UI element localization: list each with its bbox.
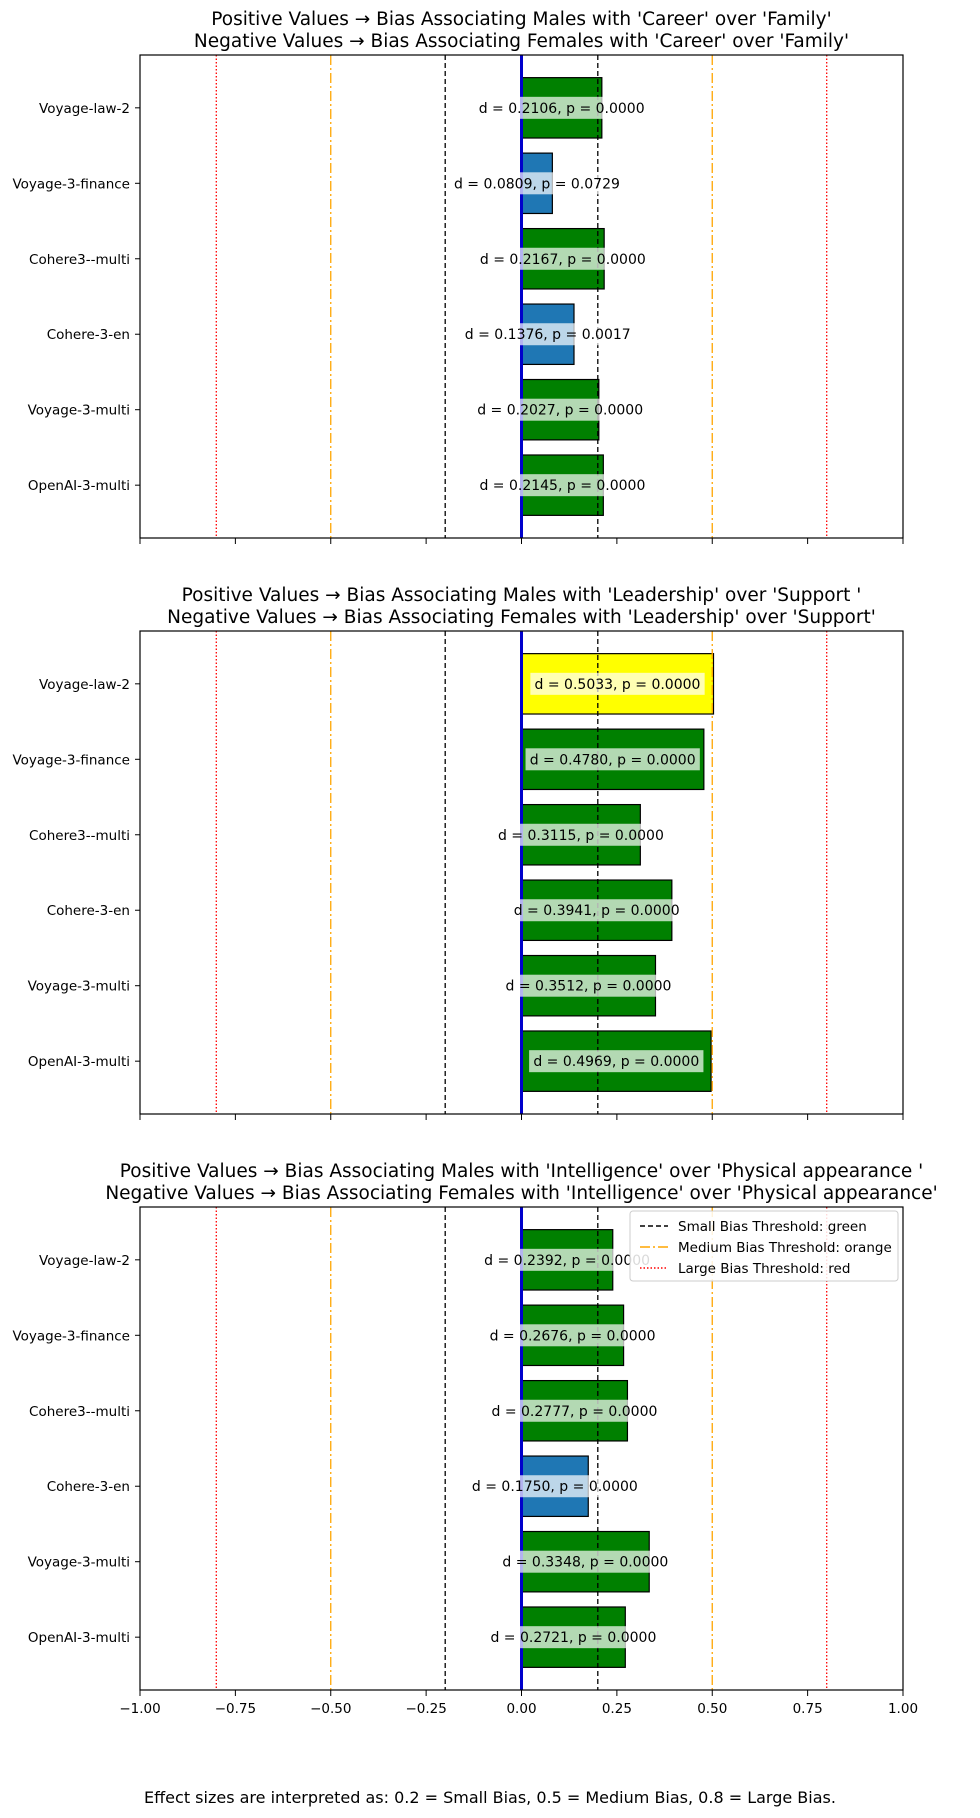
- data-label: d = 0.2392, p = 0.0000: [484, 1253, 650, 1269]
- data-label-bg: [487, 1399, 662, 1422]
- category-label: Cohere3--multi: [29, 1404, 130, 1420]
- legend-label-small: Small Bias Threshold: green: [678, 1219, 867, 1235]
- category-label: Voyage-3-multi: [28, 1555, 130, 1571]
- data-label: d = 0.2145, p = 0.0000: [479, 478, 645, 494]
- category-label: Voyage-3-finance: [12, 752, 130, 768]
- data-label-bg: [467, 1475, 643, 1498]
- category-label: Voyage-3-multi: [28, 403, 130, 419]
- x-tick-label: 0.25: [602, 1701, 632, 1717]
- category-label: Voyage-3-finance: [12, 1328, 130, 1344]
- x-tick-label: 0.00: [506, 1701, 536, 1717]
- chart-panel-3: Positive Values → Bias Associating Males…: [12, 1161, 937, 1717]
- data-label: d = 0.0809, p = 0.0729: [454, 176, 620, 192]
- x-tick-label: 0.75: [793, 1701, 823, 1717]
- category-label: Cohere3--multi: [29, 252, 130, 268]
- category-label: Voyage-law-2: [39, 677, 130, 693]
- chart-title-line2: Negative Values → Bias Associating Femal…: [105, 1183, 937, 1204]
- category-label: Voyage-3-finance: [12, 176, 130, 192]
- data-label: d = 0.2027, p = 0.0000: [477, 403, 643, 419]
- category-label: OpenAI-3-multi: [28, 1630, 130, 1646]
- category-label: Voyage-law-2: [39, 1253, 130, 1269]
- legend-box: [629, 1210, 899, 1282]
- data-label: d = 0.4969, p = 0.0000: [533, 1054, 699, 1070]
- data-label-bg: [501, 974, 676, 997]
- data-label-bg: [475, 474, 650, 497]
- category-label: OpenAI-3-multi: [28, 478, 130, 494]
- data-label: d = 0.2721, p = 0.0000: [490, 1630, 656, 1646]
- data-label-bg: [509, 899, 684, 922]
- data-label: d = 0.3941, p = 0.0000: [514, 903, 680, 919]
- chart-title-line2: Negative Values → Bias Associating Femal…: [167, 607, 876, 628]
- data-label: d = 0.2676, p = 0.0000: [490, 1328, 656, 1344]
- data-label-bg: [475, 247, 650, 270]
- chart-title-line1: Positive Values → Bias Associating Males…: [182, 585, 862, 606]
- data-label-bg: [473, 398, 648, 421]
- data-label: d = 0.1750, p = 0.0000: [472, 1479, 638, 1495]
- x-tick-label: −0.25: [405, 1701, 446, 1717]
- chart-panel-1: Positive Values → Bias Associating Males…: [12, 9, 904, 544]
- data-label: d = 0.2777, p = 0.0000: [492, 1404, 658, 1420]
- chart-panel-2: Positive Values → Bias Associating Males…: [12, 585, 904, 1120]
- x-tick-label: −0.75: [215, 1701, 256, 1717]
- data-label-bg: [530, 672, 705, 695]
- category-label: OpenAI-3-multi: [28, 1054, 130, 1070]
- data-label-bg: [460, 323, 635, 346]
- x-tick-label: 0.50: [697, 1701, 727, 1717]
- data-label-bg: [525, 748, 700, 771]
- data-label-bg: [498, 1550, 673, 1573]
- data-label-bg: [479, 1248, 655, 1271]
- data-label-bg: [486, 1626, 661, 1649]
- chart-title-line1: Positive Values → Bias Associating Males…: [211, 9, 831, 30]
- data-label: d = 0.4780, p = 0.0000: [530, 752, 696, 768]
- category-label: Cohere-3-en: [47, 327, 130, 343]
- x-tick-label: −1.00: [119, 1701, 160, 1717]
- chart-title-line2: Negative Values → Bias Associating Femal…: [194, 31, 849, 52]
- data-label: d = 0.1376, p = 0.0017: [465, 327, 631, 343]
- chart-title-line1: Positive Values → Bias Associating Males…: [120, 1161, 923, 1182]
- data-label: d = 0.3512, p = 0.0000: [506, 979, 672, 995]
- data-label: d = 0.5033, p = 0.0000: [535, 677, 701, 693]
- charts-svg: Positive Values → Bias Associating Males…: [12, 9, 937, 1717]
- data-label: d = 0.2106, p = 0.0000: [479, 101, 645, 117]
- category-label: Cohere-3-en: [47, 903, 130, 919]
- data-label: d = 0.3348, p = 0.0000: [502, 1555, 668, 1571]
- category-label: Voyage-law-2: [39, 101, 130, 117]
- data-label-bg: [493, 823, 669, 846]
- data-label: d = 0.3115, p = 0.0000: [498, 828, 664, 844]
- figure-caption: Effect sizes are interpreted as: 0.2 = S…: [144, 1788, 836, 1807]
- data-label-bg: [474, 96, 649, 119]
- legend-label-large: Large Bias Threshold: red: [678, 1261, 850, 1277]
- x-tick-label: 1.00: [888, 1701, 918, 1717]
- legend-label-medium: Medium Bias Threshold: orange: [678, 1240, 892, 1256]
- category-label: Cohere-3-en: [47, 1479, 130, 1495]
- category-label: Voyage-3-multi: [28, 979, 130, 995]
- category-label: Cohere3--multi: [29, 828, 130, 844]
- data-label-bg: [449, 172, 625, 195]
- data-label: d = 0.2167, p = 0.0000: [480, 252, 646, 268]
- data-label-bg: [485, 1324, 660, 1347]
- x-tick-label: −0.50: [310, 1701, 351, 1717]
- data-label-bg: [529, 1050, 704, 1073]
